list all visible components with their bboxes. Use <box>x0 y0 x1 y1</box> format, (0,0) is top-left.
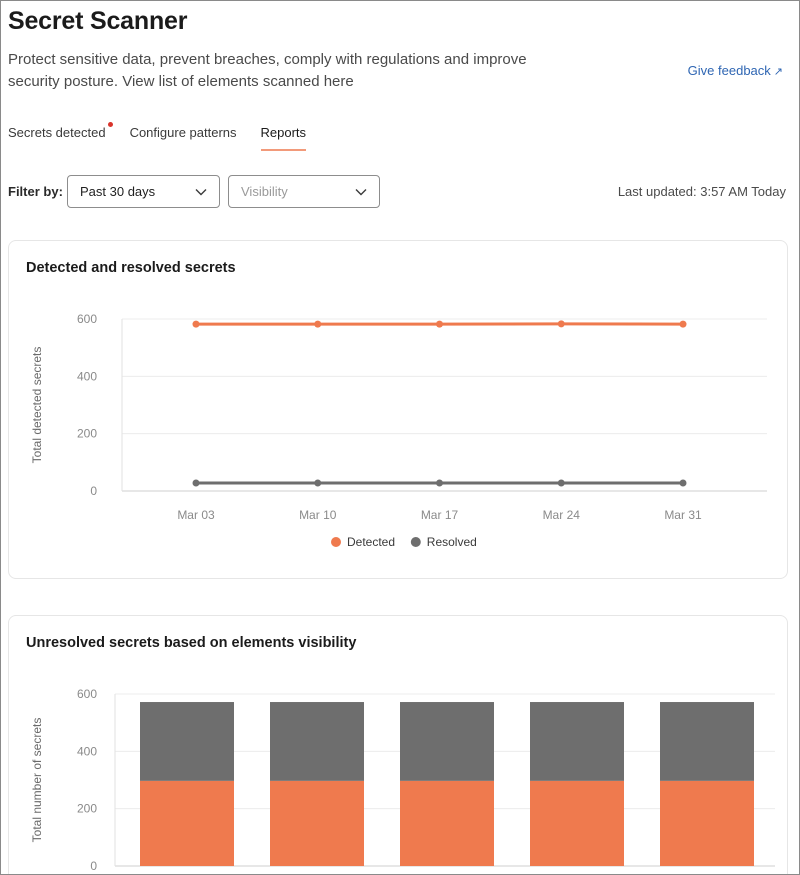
line-chart-title: Detected and resolved secrets <box>26 260 236 276</box>
tab-configure-patterns[interactable]: Configure patterns <box>130 125 237 151</box>
y-axis-label: Total detected secrets <box>30 347 44 464</box>
arrow-up-right-icon: ↗ <box>773 66 783 78</box>
page-title: Secret Scanner <box>8 7 188 35</box>
tab-label: Reports <box>260 125 307 140</box>
legend-label-detected: Detected <box>347 535 395 549</box>
bar-segment-0 <box>270 780 364 866</box>
tab-bar: Secrets detected Configure patterns Repo… <box>8 122 330 153</box>
x-tick-label: Mar 10 <box>299 508 337 522</box>
tab-reports[interactable]: Reports <box>260 125 307 151</box>
bar-segment-1 <box>530 702 624 781</box>
chevron-down-icon <box>355 188 367 195</box>
bar-segment-0 <box>400 780 494 866</box>
y-tick-label: 200 <box>77 427 97 441</box>
detected-resolved-card: Detected and resolved secrets 0 200 400 600… <box>8 240 788 579</box>
data-point-detected <box>679 320 687 328</box>
bar-segment-0 <box>140 780 234 866</box>
filter-label: Filter by: <box>8 184 63 199</box>
x-tick-label: Mar 17 <box>421 508 459 522</box>
y-tick-label: 200 <box>77 802 97 816</box>
period-select-value: Past 30 days <box>80 184 156 199</box>
bar-segment-1 <box>270 702 364 781</box>
unresolved-visibility-bar-chart: 0 200 400 600 Total number of secrets <box>30 687 775 873</box>
bar-segment-1 <box>400 702 494 781</box>
unresolved-visibility-card: Unresolved secrets based on elements vis… <box>8 615 788 874</box>
tab-label: Configure patterns <box>129 125 237 140</box>
bar-segment-1 <box>140 702 234 781</box>
legend-marker-detected <box>331 537 341 547</box>
y-tick-label: 0 <box>90 859 97 873</box>
data-point-detected <box>557 320 565 328</box>
give-feedback-label: Give feedback <box>687 63 771 78</box>
data-point-resolved <box>436 479 443 487</box>
y-axis-label: Total number of secrets <box>30 718 44 843</box>
legend-label-resolved: Resolved <box>427 535 477 549</box>
bar-chart-title: Unresolved secrets based on elements vis… <box>26 635 357 651</box>
tab-secrets-detected[interactable]: Secrets detected <box>8 122 113 151</box>
period-select[interactable]: Past 30 days <box>67 175 220 208</box>
data-point-resolved <box>314 479 322 487</box>
data-point-detected <box>192 320 200 328</box>
y-tick-label: 0 <box>90 484 97 498</box>
y-tick-label: 600 <box>77 312 97 326</box>
x-tick-label: Mar 31 <box>664 508 702 522</box>
data-point-resolved <box>679 479 687 487</box>
detected-resolved-line-chart: 0 200 400 600 Mar 03 Mar 10 Mar 17 Mar 24 Mar 31… <box>30 312 767 549</box>
data-point-resolved <box>557 479 565 487</box>
tab-label: Secrets detected <box>8 125 106 140</box>
bar-segment-1 <box>660 702 754 781</box>
x-tick-label: Mar 24 <box>543 508 581 522</box>
y-tick-label: 400 <box>77 369 97 383</box>
y-tick-label: 600 <box>77 687 97 701</box>
page-description: Protect sensitive data, prevent breaches… <box>8 51 527 90</box>
data-point-resolved <box>192 479 200 487</box>
bar-segment-0 <box>530 780 624 866</box>
data-point-detected <box>436 320 443 328</box>
notification-dot <box>107 122 113 127</box>
give-feedback-link[interactable]: Give feedback ↗ <box>688 63 783 78</box>
data-point-detected <box>314 320 322 328</box>
bar-segment-0 <box>660 780 754 866</box>
legend-marker-resolved <box>410 537 421 547</box>
chevron-down-icon <box>195 188 207 195</box>
visibility-select-placeholder: Visibility <box>241 184 288 199</box>
x-tick-label: Mar 03 <box>177 508 215 522</box>
visibility-select[interactable]: Visibility <box>228 175 380 208</box>
last-updated-text: Last updated: 3:57 AM Today <box>617 184 786 199</box>
y-tick-label: 400 <box>77 744 97 758</box>
